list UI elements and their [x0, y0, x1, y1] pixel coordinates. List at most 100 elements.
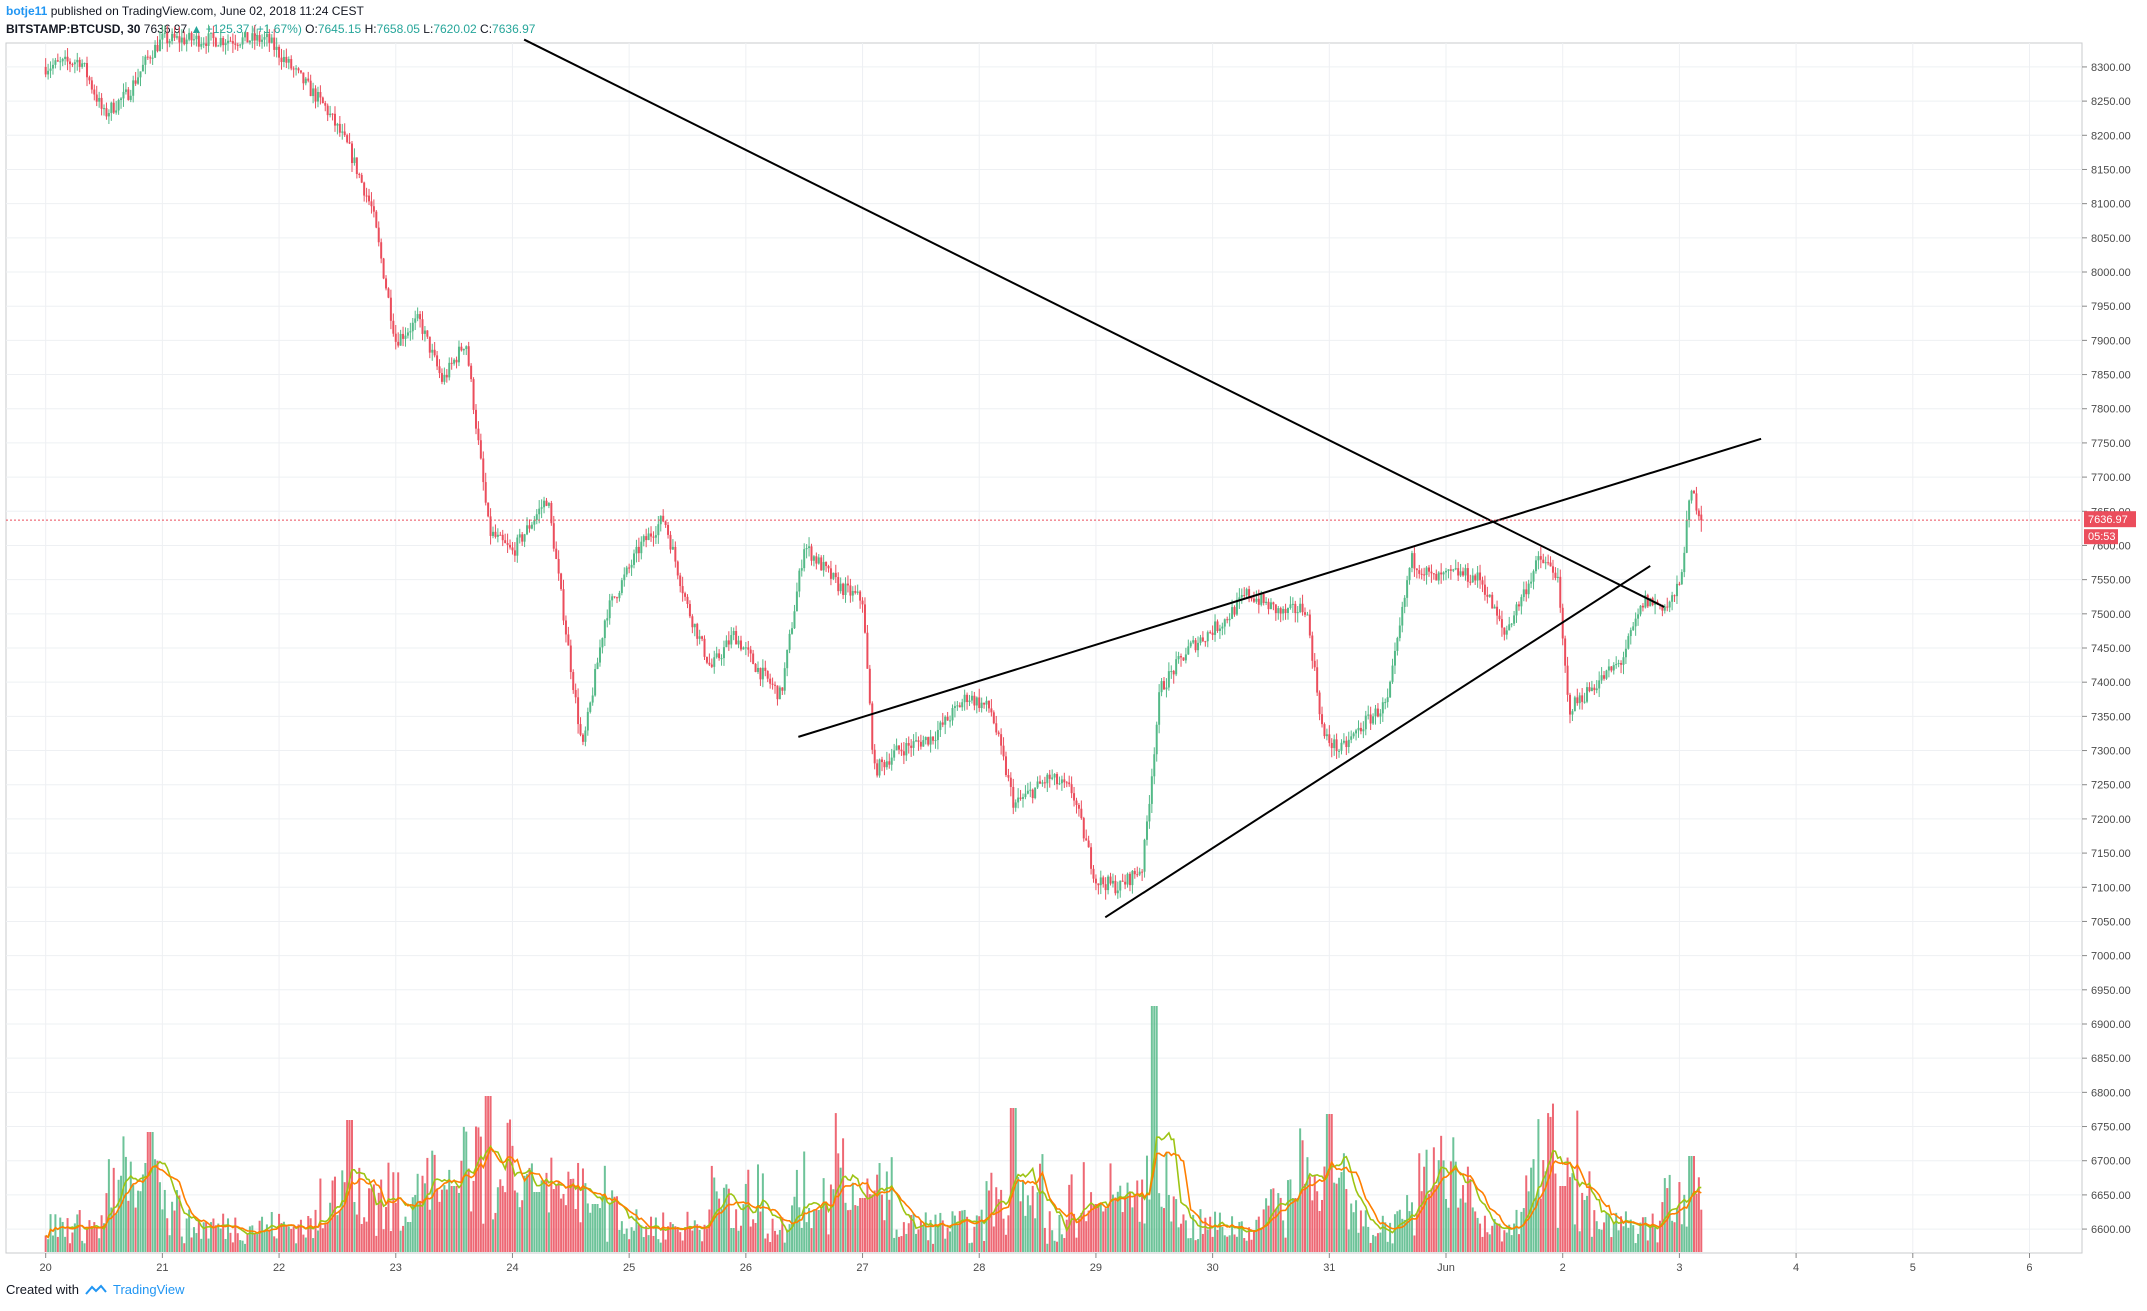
candle — [791, 628, 794, 634]
candle — [158, 39, 161, 52]
candle — [1296, 612, 1299, 614]
candle — [1189, 642, 1192, 647]
candle — [336, 123, 339, 126]
volume-bar — [963, 1209, 966, 1252]
volume-bar — [387, 1162, 390, 1252]
volume-bar — [205, 1221, 208, 1252]
candle — [482, 458, 485, 483]
volume-bar — [1204, 1217, 1207, 1252]
candle — [1085, 838, 1088, 841]
candle — [112, 102, 115, 113]
candle — [1590, 687, 1593, 692]
y-tick-label: 6900.00 — [2091, 1019, 2131, 1031]
candle — [560, 573, 563, 590]
candle — [815, 556, 818, 564]
volume-bar — [834, 1113, 837, 1252]
candle — [878, 759, 881, 776]
volume-bar — [1180, 1223, 1183, 1252]
candle — [1165, 687, 1168, 690]
y-tick-label: 7700.00 — [2091, 472, 2131, 484]
candle — [1289, 604, 1292, 609]
candle — [1384, 702, 1387, 704]
volume-bar — [51, 1235, 54, 1252]
volume-bar — [1092, 1204, 1095, 1252]
candle — [1396, 638, 1399, 651]
volume-bar — [1634, 1243, 1637, 1252]
volume-bar — [1603, 1222, 1606, 1252]
volume-bar — [239, 1240, 242, 1252]
candle — [411, 322, 414, 332]
candle — [805, 548, 808, 550]
volume-bar — [287, 1226, 290, 1252]
volume-bar — [584, 1183, 587, 1252]
volume-bar — [1661, 1202, 1664, 1252]
volume-bar — [1238, 1221, 1241, 1252]
candle — [1367, 714, 1370, 716]
candle — [764, 667, 767, 671]
volume-bar — [1449, 1161, 1452, 1252]
volume-bar — [912, 1213, 915, 1252]
volume-bar — [1060, 1234, 1063, 1252]
trendline[interactable] — [798, 437, 1762, 738]
volume-bar — [1073, 1213, 1076, 1252]
candle — [846, 583, 849, 586]
volume-bar — [1051, 1230, 1054, 1252]
candle — [1398, 625, 1401, 639]
volume-bar — [533, 1192, 536, 1252]
volume-bar — [192, 1227, 195, 1252]
candle — [107, 113, 110, 117]
volume-bar — [1651, 1213, 1654, 1252]
candle — [859, 591, 862, 601]
trendline[interactable] — [1104, 565, 1651, 919]
volume-bar — [594, 1204, 597, 1252]
volume-bar — [433, 1154, 436, 1252]
candle — [1678, 583, 1681, 585]
candle — [667, 524, 670, 535]
candle — [149, 57, 152, 59]
candle — [1697, 510, 1700, 517]
volume-bar — [171, 1201, 174, 1252]
volume-bar — [246, 1234, 249, 1252]
volume-bar — [1333, 1182, 1336, 1252]
candle — [1539, 556, 1542, 560]
author-link[interactable]: botje11 — [6, 4, 48, 18]
volume-bar — [1559, 1186, 1562, 1252]
candle — [492, 531, 495, 536]
y-tick-label: 6800.00 — [2091, 1087, 2131, 1099]
tradingview-brand-link[interactable]: TradingView — [112, 1282, 185, 1297]
candle — [171, 33, 174, 42]
candle — [581, 734, 584, 742]
candle — [263, 37, 266, 40]
volume-bar — [613, 1196, 616, 1252]
candle — [579, 724, 582, 735]
candle — [898, 745, 901, 750]
volume-bar — [769, 1242, 772, 1252]
candle — [372, 206, 375, 212]
volume-bar — [747, 1169, 750, 1252]
candle — [885, 761, 888, 768]
candle — [523, 534, 526, 542]
volume-bar — [1483, 1215, 1486, 1252]
y-tick-label: 7550.00 — [2091, 575, 2131, 587]
candle — [766, 670, 769, 679]
candle — [1466, 568, 1469, 582]
volume-bar — [180, 1236, 183, 1252]
volume-bar — [86, 1229, 89, 1252]
candle — [1257, 598, 1260, 605]
candle — [1435, 573, 1438, 581]
candle — [742, 647, 745, 650]
candle — [584, 730, 587, 742]
trendline[interactable] — [523, 38, 1665, 608]
candle — [1581, 695, 1584, 702]
candle — [1060, 779, 1063, 784]
candle — [217, 45, 220, 47]
candle — [827, 566, 830, 569]
volume-bar — [363, 1217, 366, 1252]
candle — [1583, 701, 1586, 703]
y-tick-label: 7850.00 — [2091, 370, 2131, 382]
volume-bar — [1046, 1243, 1049, 1252]
candle — [188, 32, 191, 40]
candle — [1325, 734, 1328, 737]
candle — [987, 700, 990, 709]
